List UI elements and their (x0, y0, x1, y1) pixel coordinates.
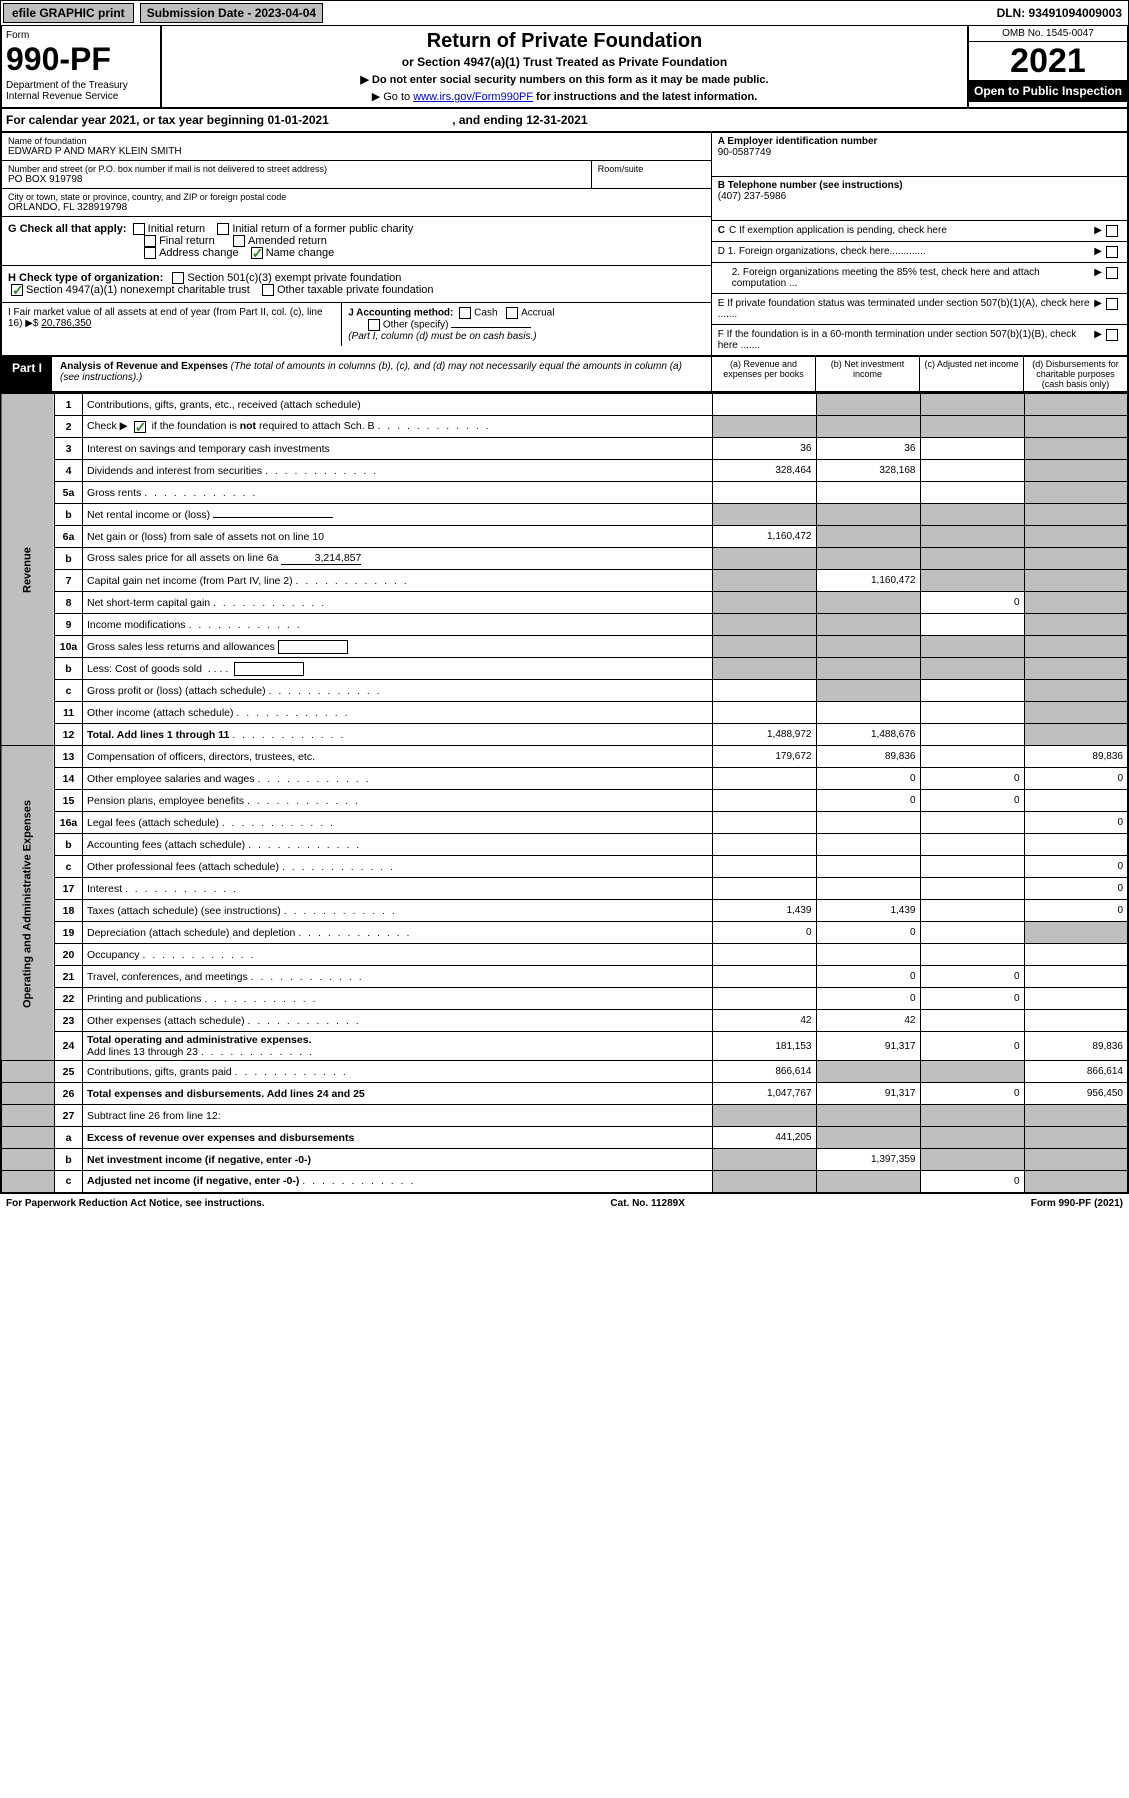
form-number: 990-PF (6, 41, 156, 78)
cb-other-method[interactable] (368, 319, 380, 331)
h-check-row: H Check type of organization: Section 50… (2, 266, 711, 302)
ein: 90-0587749 (718, 147, 771, 158)
form-subtitle: or Section 4947(a)(1) Trust Treated as P… (172, 55, 957, 69)
tax-year: 2021 (969, 42, 1127, 80)
addr-label: Number and street (or P.O. box number if… (8, 164, 585, 174)
submission-date: Submission Date - 2023-04-04 (140, 3, 323, 23)
cb-accrual[interactable] (506, 307, 518, 319)
identification-block: Name of foundation EDWARD P AND MARY KLE… (0, 133, 1129, 357)
col-c-header: (c) Adjusted net income (919, 357, 1023, 391)
part1-header: Part I Analysis of Revenue and Expenses … (0, 357, 1129, 393)
dln: DLN: 93491094009003 (997, 6, 1126, 20)
d1-label: D 1. Foreign organizations, check here..… (718, 246, 1091, 257)
cb-4947a1[interactable] (11, 284, 23, 296)
cb-schb[interactable] (134, 421, 146, 433)
cb-final-return[interactable] (144, 235, 156, 247)
cb-cash[interactable] (459, 307, 471, 319)
name-label: Name of foundation (8, 136, 705, 146)
cb-e[interactable] (1106, 298, 1118, 310)
cb-other-taxable[interactable] (262, 284, 274, 296)
department: Department of the Treasury Internal Reve… (6, 80, 156, 102)
col-a-header: (a) Revenue and expenses per books (711, 357, 815, 391)
part1-table: Revenue 1Contributions, gifts, grants, e… (0, 393, 1129, 1194)
note-link: ▶ Go to www.irs.gov/Form990PF for instru… (172, 90, 957, 103)
efile-button[interactable]: efile GRAPHIC print (3, 3, 134, 23)
phone-label: B Telephone number (see instructions) (718, 180, 903, 191)
cb-amended[interactable] (233, 235, 245, 247)
form-label: Form (6, 30, 156, 41)
cb-c[interactable] (1106, 225, 1118, 237)
e-label: E If private foundation status was termi… (718, 298, 1091, 320)
cat-no: Cat. No. 11289X (610, 1198, 684, 1209)
part1-label: Part I (2, 357, 52, 391)
top-bar: efile GRAPHIC print Submission Date - 20… (0, 0, 1129, 26)
paperwork-notice: For Paperwork Reduction Act Notice, see … (6, 1198, 265, 1209)
cb-d2[interactable] (1106, 267, 1118, 279)
d2-label: 2. Foreign organizations meeting the 85%… (732, 267, 1091, 289)
j-note: (Part I, column (d) must be on cash basi… (348, 331, 536, 342)
revenue-side-label: Revenue (1, 394, 55, 746)
g-check-row: G Check all that apply: Initial return I… (2, 217, 711, 266)
cb-501c3[interactable] (172, 272, 184, 284)
cb-address-change[interactable] (144, 247, 156, 259)
page-footer: For Paperwork Reduction Act Notice, see … (0, 1194, 1129, 1213)
c-label: C If exemption application is pending, c… (729, 225, 1090, 236)
form-header: Form 990-PF Department of the Treasury I… (0, 26, 1129, 109)
calendar-year-row: For calendar year 2021, or tax year begi… (0, 109, 1129, 133)
city-label: City or town, state or province, country… (8, 192, 705, 202)
city-state-zip: ORLANDO, FL 328919798 (8, 202, 705, 213)
foundation-name: EDWARD P AND MARY KLEIN SMITH (8, 146, 705, 157)
i-value: 20,786,350 (41, 318, 91, 329)
open-to-public: Open to Public Inspection (969, 80, 1127, 102)
cb-d1[interactable] (1106, 246, 1118, 258)
form-title: Return of Private Foundation (172, 30, 957, 53)
form-ref: Form 990-PF (2021) (1031, 1198, 1123, 1209)
expenses-side-label: Operating and Administrative Expenses (1, 746, 55, 1061)
ein-label: A Employer identification number (718, 136, 878, 147)
col-b-header: (b) Net investment income (815, 357, 919, 391)
cb-f[interactable] (1106, 329, 1118, 341)
room-label: Room/suite (591, 161, 711, 188)
f-label: F If the foundation is in a 60-month ter… (718, 329, 1091, 351)
phone: (407) 237-5986 (718, 191, 786, 202)
col-d-header: (d) Disbursements for charitable purpose… (1023, 357, 1127, 391)
cb-initial-return[interactable] (133, 223, 145, 235)
cb-initial-former[interactable] (217, 223, 229, 235)
note-ssn: ▶ Do not enter social security numbers o… (172, 73, 957, 86)
cb-name-change[interactable] (251, 247, 263, 259)
omb-number: OMB No. 1545-0047 (969, 26, 1127, 42)
street-address: PO BOX 919798 (8, 174, 585, 185)
irs-link[interactable]: www.irs.gov/Form990PF (413, 91, 533, 103)
